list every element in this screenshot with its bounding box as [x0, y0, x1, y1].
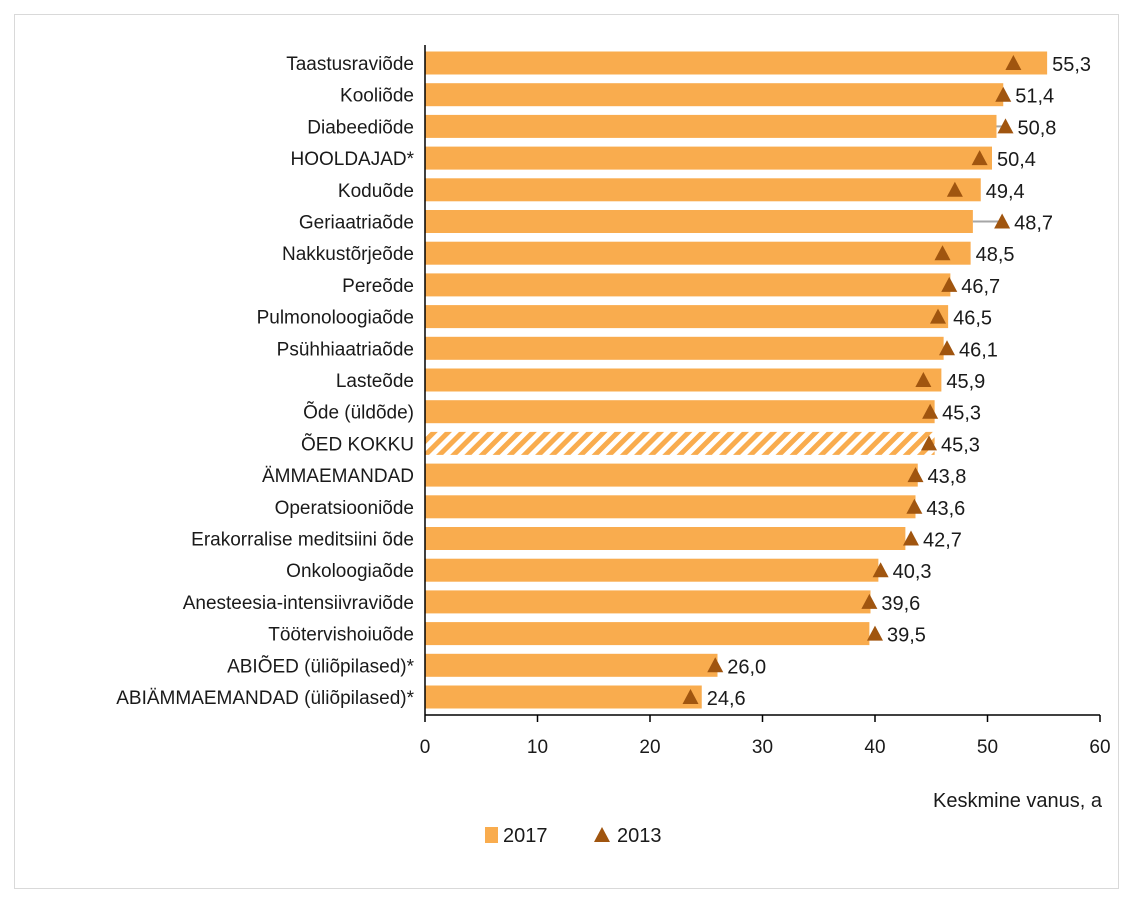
- category-label: Psühhiaatriaõde: [277, 339, 414, 360]
- data-label: 51,4: [1015, 86, 1054, 108]
- marker-2013: [995, 86, 1012, 102]
- bar-2017: [425, 653, 718, 677]
- marker-2013: [946, 181, 963, 197]
- category-label: ABIÕED (üliõpilased)*: [227, 655, 415, 677]
- data-label: 45,3: [942, 403, 981, 425]
- marker-2013: [903, 530, 919, 546]
- marker-2013: [915, 372, 932, 387]
- bar-2017: [425, 590, 871, 614]
- marker-2013: [907, 467, 924, 483]
- marker-2013: [922, 403, 939, 419]
- x-axis-title: Keskmine vanus, a: [933, 790, 1103, 812]
- data-label: 39,6: [881, 593, 920, 615]
- data-label: 40,3: [893, 561, 932, 583]
- legend-swatch-2017: [485, 827, 498, 843]
- marker-2013: [930, 308, 946, 324]
- bar-2017: [425, 83, 1004, 107]
- category-label: Koduõde: [338, 181, 414, 202]
- marker-2013: [872, 562, 889, 578]
- bar-2017: [425, 51, 1048, 75]
- marker-2013: [941, 276, 958, 292]
- x-tick-label: 50: [977, 737, 998, 758]
- category-label: HOOLDAJAD*: [290, 149, 414, 170]
- marker-2013: [861, 593, 878, 609]
- category-label: Diabeediõde: [307, 117, 414, 138]
- x-tick-label: 0: [420, 737, 431, 758]
- marker-2013: [994, 213, 1011, 229]
- x-tick-label: 20: [639, 737, 660, 758]
- category-label: Geriaatriaõde: [299, 213, 414, 234]
- bar-2017: [425, 622, 870, 646]
- data-label: 50,4: [997, 149, 1036, 171]
- bar-2017: [425, 178, 981, 202]
- bar-2017: [425, 431, 935, 455]
- legend-label-2013: 2013: [617, 825, 662, 847]
- bar-2017: [425, 146, 992, 170]
- data-label: 26,0: [727, 656, 766, 678]
- bar-2017: [425, 273, 951, 297]
- bar-2017: [425, 336, 944, 360]
- category-label: Pereõde: [342, 276, 414, 297]
- marker-2013: [971, 150, 988, 166]
- category-label: Erakorralise meditsiini õde: [191, 530, 414, 551]
- marker-2013: [921, 435, 937, 451]
- bar-2017: [425, 368, 942, 392]
- bar-2017: [425, 305, 949, 329]
- data-label: 46,7: [961, 276, 1000, 298]
- marker-2013: [997, 118, 1014, 134]
- data-label: 45,3: [941, 434, 980, 456]
- category-label: Anesteesia-intensiivraviõde: [183, 593, 414, 614]
- x-tick-label: 40: [864, 737, 885, 758]
- bar-2017: [425, 114, 997, 138]
- category-label: Nakkustõrjeõde: [282, 244, 414, 265]
- category-label: Töötervishoiuõde: [268, 625, 414, 646]
- marker-2013: [707, 657, 724, 673]
- data-label: 39,5: [887, 625, 926, 647]
- category-label: Õde (üldõde): [303, 402, 414, 424]
- category-label: Operatsiooniõde: [275, 498, 414, 519]
- category-label: ÄMMAEMANDAD: [262, 466, 414, 487]
- data-label: 24,6: [707, 688, 746, 710]
- data-label: 49,4: [986, 181, 1025, 203]
- category-label: Lasteõde: [336, 371, 414, 392]
- category-label: Taastusraviõde: [286, 54, 414, 75]
- x-tick-label: 10: [527, 737, 548, 758]
- bar-2017: [425, 400, 935, 424]
- data-label: 43,6: [926, 498, 965, 520]
- category-label: Onkoloogiaõde: [286, 561, 414, 582]
- bar-2017: [425, 210, 973, 233]
- marker-2013: [682, 689, 699, 704]
- data-label: 55,3: [1052, 54, 1091, 76]
- data-label: 42,7: [923, 530, 962, 552]
- category-label: ABIÄMMAEMANDAD (üliõpilased)*: [116, 688, 414, 709]
- data-label: 45,9: [946, 371, 985, 393]
- bar-2017: [425, 685, 702, 709]
- data-label: 46,5: [953, 308, 992, 330]
- marker-2013: [906, 498, 923, 514]
- bar-2017: [425, 527, 906, 550]
- data-label: 43,8: [928, 466, 967, 488]
- category-label: ÕED KOKKU: [301, 433, 414, 455]
- category-label: Kooliõde: [340, 86, 414, 107]
- data-label: 48,5: [976, 244, 1015, 266]
- x-tick-label: 60: [1089, 737, 1110, 758]
- data-label: 50,8: [1018, 117, 1057, 139]
- marker-2013: [867, 625, 883, 641]
- data-label: 46,1: [959, 339, 998, 361]
- legend-label-2017: 2017: [503, 825, 548, 847]
- data-label: 48,7: [1014, 213, 1053, 235]
- marker-2013: [1005, 55, 1022, 70]
- bar-2017: [425, 558, 879, 582]
- bar-2017: [425, 495, 916, 519]
- bar-2017: [425, 241, 971, 265]
- marker-2013: [934, 245, 951, 261]
- bar-2017: [425, 463, 918, 487]
- category-label: Pulmonoloogiaõde: [257, 308, 414, 329]
- x-tick-label: 30: [752, 737, 773, 758]
- legend-marker-2013: [594, 827, 610, 842]
- marker-2013: [939, 340, 955, 356]
